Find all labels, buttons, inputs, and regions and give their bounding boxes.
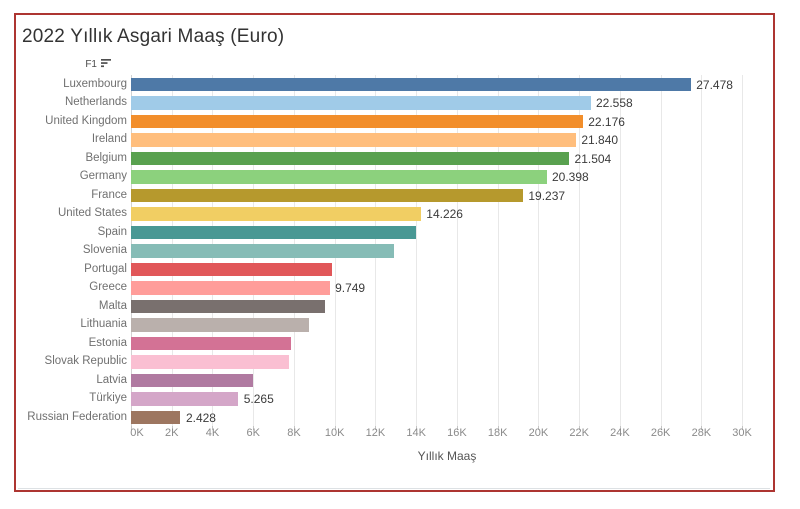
- x-axis-tick-label: 8K: [287, 427, 301, 439]
- bar-value-label: 27.478: [696, 77, 733, 92]
- x-axis-tick-label: 20K: [528, 427, 549, 439]
- category-label: Türkiye: [89, 392, 127, 405]
- x-axis-title: Yıllık Maaş: [417, 449, 477, 463]
- x-axis-tick-label: 0K: [130, 427, 144, 439]
- bar[interactable]: [131, 299, 325, 313]
- axis-tick-mark: [742, 426, 744, 430]
- x-axis-tick-label: 2K: [165, 427, 179, 439]
- bar-value-label: 21.504: [574, 151, 612, 166]
- gridline: [660, 75, 662, 426]
- x-axis-tick-label: 4K: [205, 427, 220, 439]
- bar[interactable]: [131, 281, 330, 295]
- bar[interactable]: [131, 373, 254, 387]
- x-axis-tick-label: 30K: [732, 427, 752, 439]
- gridline: [416, 75, 418, 426]
- bar-value-label: 20.398: [552, 170, 589, 184]
- x-axis-tick-label: 26K: [650, 427, 671, 439]
- category-label: Latvia: [96, 373, 127, 386]
- gridline: [456, 75, 458, 426]
- category-label: Estonia: [88, 336, 127, 349]
- x-axis-tick-label: 14K: [406, 427, 426, 439]
- category-label: Slovak Republic: [44, 355, 127, 368]
- x-axis-tick-label: 28K: [691, 427, 712, 439]
- axis-tick-mark: [497, 426, 499, 430]
- x-axis-tick-label: 12K: [365, 427, 386, 439]
- bar-value-label: 21.840: [581, 133, 619, 147]
- category-label: Netherlands: [64, 96, 127, 109]
- axis-tick-mark: [538, 426, 540, 430]
- category-label: Germany: [79, 170, 127, 183]
- category-label: Malta: [98, 299, 127, 312]
- bar[interactable]: [131, 133, 576, 147]
- bar-value-label: 5.265: [243, 392, 274, 406]
- chart-title: 2022 Yıllık Asgari Maaş (Euro): [22, 26, 285, 47]
- category-label: Russian Federation: [27, 410, 127, 423]
- axis-tick-mark: [131, 426, 132, 430]
- axis-tick-mark: [456, 426, 458, 430]
- gridline: [579, 75, 581, 426]
- axis-tick-mark: [416, 426, 418, 430]
- gridline: [701, 75, 703, 426]
- bar[interactable]: [131, 114, 583, 128]
- bar[interactable]: [131, 262, 333, 276]
- bar-value-label: 2.428: [185, 410, 216, 425]
- x-axis-tick-label: 18K: [487, 427, 508, 439]
- category-label: Luxembourg: [63, 77, 127, 90]
- bar-value-label: 22.558: [596, 96, 633, 110]
- category-label: Greece: [89, 281, 127, 294]
- bar[interactable]: [131, 410, 181, 424]
- axis-tick-mark: [293, 426, 295, 430]
- category-label: Slovenia: [82, 244, 127, 257]
- category-label: Belgium: [85, 151, 127, 164]
- bar-value-label: 9.749: [335, 281, 366, 295]
- gridline: [538, 75, 540, 426]
- axis-tick-mark: [253, 426, 255, 430]
- bar-value-label: 14.226: [426, 207, 463, 221]
- bar[interactable]: [131, 188, 523, 202]
- bar[interactable]: [131, 96, 591, 110]
- gridline: [619, 75, 621, 426]
- x-axis-tick-label: 10K: [324, 427, 345, 439]
- bar[interactable]: [131, 225, 417, 239]
- category-label: United Kingdom: [45, 114, 127, 127]
- category-label: Portugal: [84, 262, 127, 275]
- axis-tick-mark: [171, 426, 173, 430]
- category-label: United States: [57, 207, 127, 220]
- bar[interactable]: [131, 170, 547, 184]
- bar[interactable]: [131, 336, 291, 350]
- axis-tick-mark: [701, 426, 703, 430]
- x-axis-tick-label: 22K: [569, 427, 589, 439]
- bar[interactable]: [131, 77, 691, 91]
- bar[interactable]: [131, 355, 289, 369]
- axis-tick-mark: [334, 426, 336, 430]
- category-label: Spain: [97, 225, 127, 238]
- axis-tick-mark: [619, 426, 621, 430]
- gridline: [497, 75, 499, 426]
- category-label: France: [91, 188, 127, 201]
- axis-tick-mark: [212, 426, 214, 430]
- axis-tick-mark: [375, 426, 377, 430]
- row-field-header[interactable]: F1: [0, 58, 112, 71]
- axis-tick-mark: [660, 426, 662, 430]
- x-axis-tick-label: 24K: [610, 427, 630, 439]
- bar[interactable]: [131, 244, 394, 258]
- category-label: Lithuania: [80, 318, 127, 331]
- x-axis-tick-label: 6K: [246, 427, 260, 439]
- gridline: [742, 75, 744, 426]
- bottom-divider-line: [18, 488, 770, 489]
- sort-descending-icon[interactable]: [101, 58, 112, 71]
- x-axis-tick-label: 16K: [447, 427, 467, 439]
- axis-tick-mark: [579, 426, 581, 430]
- bar[interactable]: [131, 151, 570, 165]
- bar-value-label: 19.237: [528, 188, 566, 203]
- bar[interactable]: [131, 392, 239, 406]
- bar[interactable]: [131, 318, 310, 332]
- row-field-label: F1: [85, 59, 97, 70]
- category-label: Ireland: [91, 133, 127, 146]
- bar-value-label: 22.176: [588, 114, 625, 129]
- bar[interactable]: [131, 207, 421, 221]
